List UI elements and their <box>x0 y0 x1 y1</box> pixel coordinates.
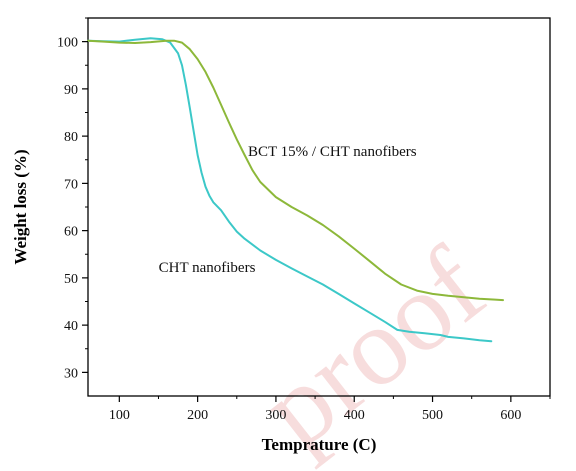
annotations: BCT 15% / CHT nanofibers CHT nanofibers <box>159 144 417 276</box>
x-tick-label: 500 <box>422 408 443 423</box>
axis-ticks <box>82 17 551 402</box>
axis-tick-labels: 100 200 300 400 500 600 30 40 50 60 70 80 90 100 <box>57 36 521 423</box>
y-axis-title: Weight loss (%) <box>11 149 30 264</box>
y-tick-label: 50 <box>64 272 78 287</box>
y-tick-label: 70 <box>64 177 78 192</box>
bct-annotation: BCT 15% / CHT nanofibers <box>248 144 417 160</box>
bct-series-line <box>87 39 504 302</box>
y-tick-label: 80 <box>64 130 78 145</box>
x-tick-label: 400 <box>344 408 365 423</box>
cht-annotation: CHT nanofibers <box>159 260 256 276</box>
x-axis-title: Temprature (C) <box>262 435 377 454</box>
x-tick-label: 600 <box>500 408 521 423</box>
y-tick-label: 30 <box>64 366 78 381</box>
y-tick-label: 40 <box>64 319 78 334</box>
cht-series-line <box>87 37 493 343</box>
x-tick-label: 200 <box>187 408 208 423</box>
y-tick-label: 100 <box>57 36 78 51</box>
y-tick-label: 90 <box>64 83 78 98</box>
x-tick-label: 100 <box>109 408 130 423</box>
series-layer <box>87 37 504 343</box>
y-tick-label: 60 <box>64 225 78 240</box>
x-tick-label: 300 <box>265 408 286 423</box>
